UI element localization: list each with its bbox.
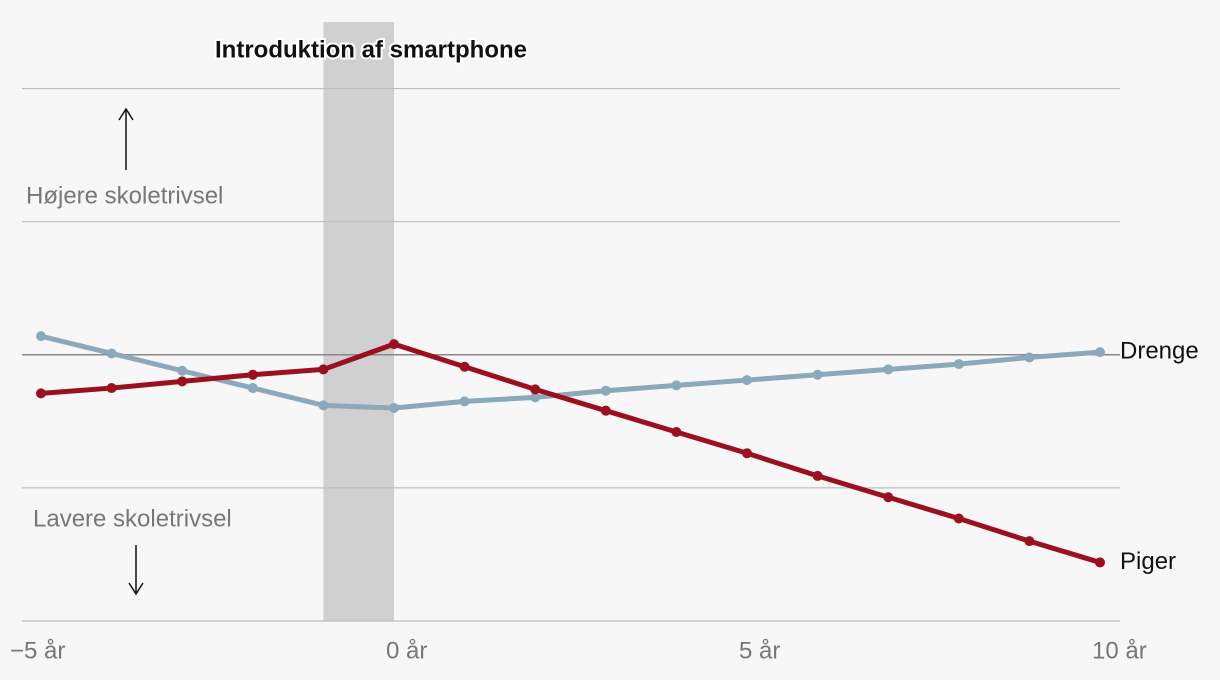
background-layer: Introduktion af smartphone Højere skoletr… (10, 22, 1199, 664)
series-point (36, 388, 46, 399)
series-point (106, 348, 117, 359)
series-point (36, 331, 46, 342)
series-line (40, 333, 1101, 411)
series-point (671, 426, 682, 437)
series-point (177, 376, 188, 387)
series-point (1024, 536, 1035, 547)
series-point (671, 380, 682, 391)
series-point (530, 392, 541, 403)
series-point (1024, 352, 1035, 363)
arrow-up-head (118, 107, 134, 121)
series-line (40, 341, 1101, 565)
chart-title: Introduktion af smartphone (215, 36, 527, 63)
series-point (318, 364, 329, 375)
annotation-higher: Højere skoletrivsel (26, 182, 223, 209)
series-point (953, 513, 964, 524)
series-point (812, 470, 823, 481)
series-point (600, 405, 611, 416)
series-point (247, 383, 258, 394)
series-point (106, 383, 117, 394)
series-point (459, 361, 470, 372)
series-point (742, 375, 752, 386)
series-point (600, 385, 611, 396)
series-label: Piger (1120, 548, 1176, 575)
series-point (247, 369, 258, 380)
series-point (177, 365, 188, 376)
series-point (1095, 557, 1105, 568)
highlight-band (323, 22, 394, 621)
arrow-down-head (128, 582, 144, 596)
series-point (318, 400, 329, 411)
x-tick-label: −5 år (10, 637, 65, 664)
series-label: Drenge (1120, 337, 1199, 364)
series-point (953, 359, 964, 370)
x-tick-label: 0 år (386, 637, 427, 664)
series-point (1095, 347, 1105, 358)
annotation-lower: Lavere skoletrivsel (33, 505, 232, 532)
x-tick-label: 10 år (1092, 637, 1147, 664)
series-point (883, 492, 894, 503)
series-point (389, 403, 399, 414)
series-point (389, 339, 399, 350)
series-point (530, 384, 541, 395)
x-tick-label: 5 år (739, 637, 780, 664)
series-point (459, 396, 470, 407)
series-point (883, 364, 894, 375)
series-point (812, 369, 823, 380)
series-point (742, 448, 752, 459)
